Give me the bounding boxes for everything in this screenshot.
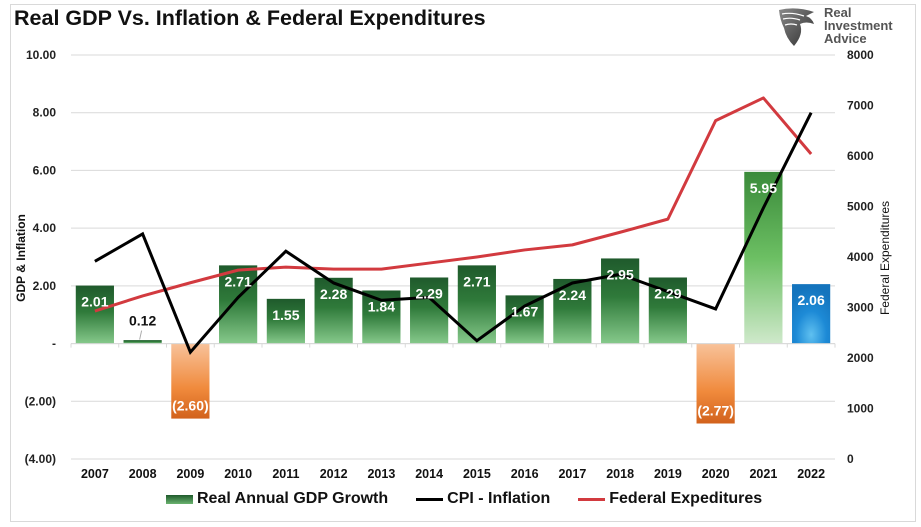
x-tick-label: 2016 (511, 467, 539, 481)
cpi-line-group (94, 112, 813, 356)
fed-line-group (94, 96, 813, 313)
x-tick-label: 2018 (606, 467, 634, 481)
left-axis-ticks: 10.00 8.00 6.00 4.00 2.00 - (2.00) (4.00) (25, 48, 57, 466)
y-tick-label: 2.00 (33, 279, 57, 293)
x-tick-label: 2009 (176, 467, 204, 481)
data-label-2010: 2.71 (225, 273, 252, 289)
x-tick-label: 2010 (224, 467, 252, 481)
x-tick-label: 2017 (558, 467, 586, 481)
legend-label-cpi: CPI - Inflation (447, 490, 551, 507)
x-tick-label: 2014 (415, 467, 443, 481)
legend-swatch-fed (578, 497, 606, 501)
cpi-inflation-line (94, 112, 813, 356)
y2-tick-label: 0 (847, 452, 854, 466)
y2-tick-label: 3000 (847, 301, 874, 315)
legend-label-gdp: Real Annual GDP Growth (197, 490, 389, 507)
eagle-shield-icon (779, 8, 814, 46)
logo: Real Investment Advice (776, 4, 916, 48)
legend-item-fed: Federal Expeditures (578, 490, 762, 508)
bar-2018 (601, 258, 640, 344)
x-tick-label: 2007 (81, 467, 109, 481)
y-tick-label: 4.00 (33, 221, 57, 235)
chart-frame (10, 4, 916, 522)
y-tick-label: 6.00 (33, 163, 57, 177)
bar-2011 (266, 298, 305, 344)
bar-2007 (75, 285, 114, 344)
logo-line: Real (824, 5, 852, 20)
bar-2022 (792, 284, 831, 344)
x-tick-label: 2012 (320, 467, 348, 481)
data-label-2013: 1.84 (368, 298, 395, 314)
x-tick-label: 2020 (702, 467, 730, 481)
data-label-2012: 2.28 (320, 286, 347, 302)
x-tick-label: 2022 (797, 467, 825, 481)
data-label-2022: 2.06 (798, 292, 825, 308)
bar-2020 (696, 343, 735, 424)
y2-tick-label: 2000 (847, 351, 874, 365)
y2-tick-label: 7000 (847, 99, 874, 113)
logo-line: Investment (824, 18, 893, 33)
x-tick-label: 2015 (463, 467, 491, 481)
y2-tick-label: 1000 (847, 402, 874, 416)
y2-tick-label: 5000 (847, 200, 874, 214)
x-tick-label: 2008 (129, 467, 157, 481)
data-label-2019: 2.29 (654, 285, 681, 301)
gdp-bars (75, 171, 831, 424)
data-label-2015: 2.71 (463, 273, 490, 289)
data-label-2014: 2.29 (416, 285, 443, 301)
chart-title: Real GDP Vs. Inflation & Federal Expendi… (14, 6, 486, 30)
y2-tick-label: 4000 (847, 250, 874, 264)
bar-2021 (744, 171, 783, 344)
legend-item-gdp: Real Annual GDP Growth (166, 490, 388, 508)
x-axis: 2007 2008 2009 2010 2011 2012 2013 2014 2015 2016… (70, 343, 836, 481)
data-label-2017: 2.24 (559, 287, 586, 303)
y-tick-label: 8.00 (33, 106, 57, 120)
y-tick-label: (4.00) (25, 452, 56, 466)
y-tick-label: (2.00) (25, 394, 56, 408)
bar-2008 (123, 340, 162, 344)
data-label-2016: 1.67 (511, 303, 538, 319)
data-label-2020: (2.77) (697, 403, 734, 419)
legend-label-fed: Federal Expeditures (609, 490, 763, 507)
fed-expenditures-line (94, 96, 813, 313)
bar-2016 (505, 295, 544, 344)
legend-swatch-gdp (166, 494, 193, 504)
data-label-2018: 2.95 (607, 266, 634, 282)
x-tick-label: 2019 (654, 467, 682, 481)
data-label-2007: 2.01 (81, 294, 108, 310)
data-label-2009: (2.60) (172, 398, 209, 414)
right-axis-title: Federal Expenditures (878, 201, 892, 315)
y2-tick-label: 6000 (847, 149, 874, 163)
x-tick-label: 2011 (272, 467, 299, 481)
x-tick-label: 2013 (367, 467, 395, 481)
logo-line: Advice (824, 31, 867, 46)
bar-2010 (219, 265, 258, 344)
data-label-2008: 0.12 (129, 313, 156, 329)
data-label-2021: 5.95 (750, 180, 777, 196)
gridlines (71, 54, 835, 460)
y-tick-label: - (52, 337, 56, 351)
legend: Real Annual GDP Growth CPI - Inflation F… (166, 490, 790, 508)
legend-item-cpi: CPI - Inflation (416, 490, 550, 508)
data-labels: 2.01 0.12 (2.60) 2.71 1.55 2.28 1.84 2.29 2.71 1.… (81, 180, 825, 419)
bar-2009 (171, 343, 210, 419)
data-label-2011: 1.55 (272, 307, 299, 323)
legend-swatch-cpi (416, 497, 444, 501)
left-axis-title: GDP & Inflation (14, 214, 28, 302)
logo-text: Real Investment Advice (824, 6, 893, 45)
y-tick-label: 10.00 (26, 48, 56, 62)
y2-tick-label: 8000 (847, 48, 874, 62)
leader-line (139, 330, 143, 340)
x-tick-label: 2021 (749, 467, 777, 481)
right-axis-ticks: 8000 7000 6000 5000 4000 3000 2000 1000 0 (847, 48, 874, 466)
